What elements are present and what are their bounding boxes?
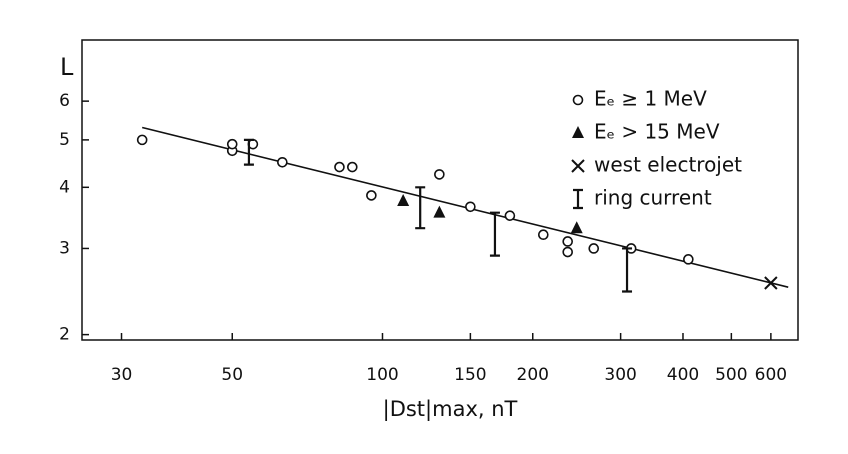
x-tick-label: 200 xyxy=(517,365,549,385)
x-tick-label: 100 xyxy=(366,365,398,385)
y-tick-label: 2 xyxy=(59,325,70,345)
legend-symbol xyxy=(572,94,584,106)
legend-label: Eₑ > 15 MeV xyxy=(594,120,720,144)
x-axis-label: |Dst|max, nT xyxy=(383,397,518,422)
point-circle xyxy=(588,243,600,254)
point-circle xyxy=(562,236,573,247)
point-triangle xyxy=(570,221,583,234)
point-circle xyxy=(538,229,549,241)
y-tick-label: 3 xyxy=(59,238,70,258)
point-triangle xyxy=(433,205,446,218)
point-circle xyxy=(366,190,377,201)
point-circle xyxy=(434,169,445,180)
range-bar xyxy=(243,138,254,166)
point-circle xyxy=(226,138,238,150)
x-tick-label: 300 xyxy=(604,365,636,385)
x-tick-label: 600 xyxy=(755,365,787,385)
range-bar xyxy=(415,186,426,230)
x-tick-label: 500 xyxy=(715,365,747,385)
y-tick-label: 4 xyxy=(59,177,70,197)
y-tick-label: 6 xyxy=(59,91,70,111)
x-tick-label: 400 xyxy=(667,365,699,385)
point-circle xyxy=(504,210,516,221)
point-cross xyxy=(764,276,778,290)
point-circle xyxy=(277,156,288,168)
x-tick-label: 50 xyxy=(221,365,243,385)
point-triangle xyxy=(397,194,410,207)
legend-label: Eₑ ≥ 1 MeV xyxy=(594,87,707,111)
plot-frame xyxy=(81,39,799,341)
point-circle xyxy=(683,254,694,265)
legend-symbol xyxy=(571,159,585,173)
x-tick-label: 150 xyxy=(454,365,486,385)
y-axis-label: L xyxy=(60,53,74,81)
point-circle xyxy=(136,134,148,146)
legend-label: ring current xyxy=(594,186,712,210)
x-tick-label: 30 xyxy=(111,365,133,385)
point-circle xyxy=(347,161,358,173)
range-bar xyxy=(489,211,500,257)
legend-symbol xyxy=(573,188,583,210)
legend-symbol xyxy=(572,126,584,138)
legend-label: west electrojet xyxy=(594,153,742,177)
y-tick-label: 5 xyxy=(59,130,70,150)
point-circle xyxy=(465,201,476,213)
point-circle xyxy=(562,246,573,258)
point-circle xyxy=(334,161,345,173)
range-bar xyxy=(622,247,633,293)
